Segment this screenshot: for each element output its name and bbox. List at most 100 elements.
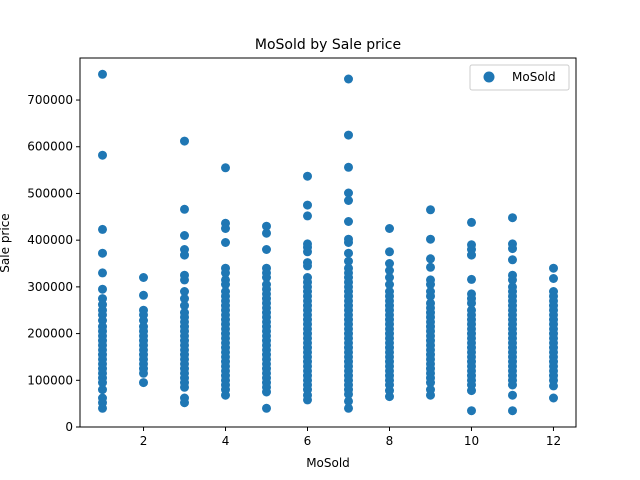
data-point xyxy=(139,273,148,282)
data-point xyxy=(508,244,517,254)
data-point xyxy=(467,386,476,396)
data-point xyxy=(385,247,394,257)
y-tick-label: 100000 xyxy=(27,373,73,387)
y-axis-label: Sale price xyxy=(0,213,12,272)
data-point xyxy=(385,259,394,268)
data-point xyxy=(344,248,353,258)
data-point xyxy=(98,69,107,79)
data-point xyxy=(549,393,558,403)
data-point xyxy=(426,291,435,301)
data-point xyxy=(262,387,271,397)
data-point xyxy=(508,380,517,390)
data-point xyxy=(303,211,312,221)
data-point xyxy=(262,221,271,231)
data-point xyxy=(549,263,558,273)
data-point xyxy=(221,280,230,289)
data-point xyxy=(344,162,353,172)
legend-label: MoSold xyxy=(512,70,556,84)
data-point xyxy=(98,268,107,278)
data-point xyxy=(467,274,476,284)
data-point xyxy=(344,188,353,198)
y-tick-label: 400000 xyxy=(27,233,73,247)
data-point xyxy=(180,301,189,311)
data-point xyxy=(344,238,353,247)
data-point xyxy=(180,231,189,240)
data-point xyxy=(180,382,189,392)
data-point xyxy=(221,238,230,247)
x-axis: 2 4 6 8 10 12 xyxy=(140,427,561,448)
data-point xyxy=(344,389,353,399)
data-point xyxy=(139,378,148,388)
data-point xyxy=(549,381,558,391)
data-point xyxy=(98,403,107,413)
data-point xyxy=(262,403,271,413)
data-point xyxy=(180,136,189,146)
chart-title: MoSold by Sale price xyxy=(255,37,401,53)
data-point xyxy=(426,280,435,289)
data-point xyxy=(303,395,312,405)
x-tick-label: 10 xyxy=(464,434,479,448)
data-point xyxy=(385,392,394,402)
data-point xyxy=(508,213,517,223)
y-tick-label: 0 xyxy=(65,420,73,434)
data-point xyxy=(508,275,517,285)
legend-marker xyxy=(483,71,495,83)
data-point xyxy=(262,273,271,282)
data-point xyxy=(262,228,271,238)
data-point xyxy=(303,247,312,257)
data-point xyxy=(303,261,312,271)
y-tick-label: 700000 xyxy=(27,93,73,107)
y-tick-label: 600000 xyxy=(27,140,73,154)
data-point xyxy=(549,274,558,283)
data-point xyxy=(385,273,394,282)
data-point xyxy=(180,287,189,296)
data-point xyxy=(426,262,435,272)
data-point xyxy=(98,224,107,234)
data-point xyxy=(467,217,476,227)
data-point xyxy=(467,250,476,260)
y-tick-label: 200000 xyxy=(27,327,73,341)
x-tick-label: 6 xyxy=(304,434,312,448)
points-layer xyxy=(98,69,558,416)
data-point xyxy=(508,255,517,265)
data-point xyxy=(426,205,435,215)
data-point xyxy=(303,171,312,181)
data-point xyxy=(180,275,189,285)
data-point xyxy=(426,254,435,264)
data-point xyxy=(426,390,435,400)
x-tick-label: 2 xyxy=(140,434,148,448)
data-point xyxy=(467,406,476,416)
y-tick-label: 300000 xyxy=(27,280,73,294)
data-point xyxy=(385,280,394,289)
data-point xyxy=(139,368,148,378)
data-point xyxy=(180,250,189,260)
data-point xyxy=(344,396,353,406)
x-tick-label: 12 xyxy=(546,434,561,448)
data-point xyxy=(344,403,353,413)
data-point xyxy=(98,248,107,258)
data-point xyxy=(98,150,107,160)
data-point xyxy=(180,204,189,214)
data-point xyxy=(344,217,353,226)
data-point xyxy=(303,200,312,210)
data-point xyxy=(385,224,394,233)
data-point xyxy=(385,266,394,275)
y-axis: 0 100000 200000 300000 400000 500000 600000 700… xyxy=(27,93,80,434)
data-point xyxy=(221,390,230,400)
data-point xyxy=(508,390,517,400)
data-point xyxy=(344,130,353,140)
data-point xyxy=(221,163,230,173)
data-point xyxy=(98,284,107,294)
data-point xyxy=(180,294,189,304)
data-point xyxy=(344,74,353,84)
data-point xyxy=(426,234,435,244)
data-point xyxy=(139,290,148,300)
data-point xyxy=(344,256,353,266)
data-point xyxy=(221,224,230,233)
data-point xyxy=(467,298,476,308)
data-point xyxy=(426,378,435,388)
data-point xyxy=(221,268,230,278)
data-point xyxy=(508,406,517,416)
legend: MoSold xyxy=(469,64,570,91)
